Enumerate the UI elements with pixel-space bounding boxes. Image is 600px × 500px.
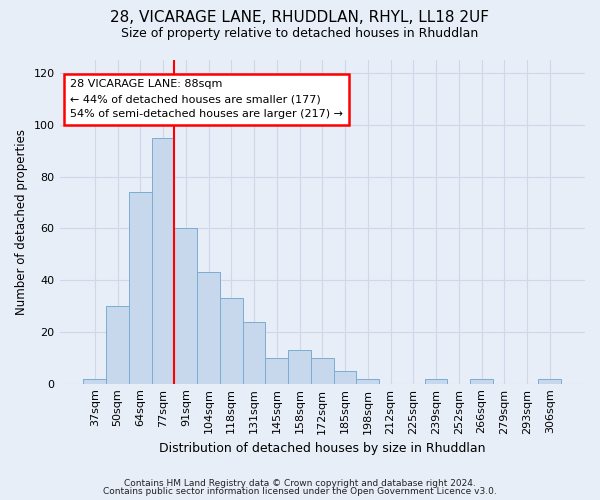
Text: 28 VICARAGE LANE: 88sqm
← 44% of detached houses are smaller (177)
54% of semi-d: 28 VICARAGE LANE: 88sqm ← 44% of detache… [70,80,343,119]
Bar [356,378,379,384]
Text: Size of property relative to detached houses in Rhuddlan: Size of property relative to detached ho… [121,28,479,40]
Bar [197,272,220,384]
Bar [129,192,152,384]
Y-axis label: Number of detached properties: Number of detached properties [15,129,28,315]
Bar [334,370,356,384]
Bar [106,306,129,384]
Bar [152,138,175,384]
Bar [83,378,106,384]
Bar [242,322,265,384]
Text: 28, VICARAGE LANE, RHUDDLAN, RHYL, LL18 2UF: 28, VICARAGE LANE, RHUDDLAN, RHYL, LL18 … [110,10,490,25]
Bar [470,378,493,384]
Bar [425,378,448,384]
Bar [288,350,311,384]
Text: Contains public sector information licensed under the Open Government Licence v3: Contains public sector information licen… [103,487,497,496]
X-axis label: Distribution of detached houses by size in Rhuddlan: Distribution of detached houses by size … [159,442,485,455]
Bar [538,378,561,384]
Bar [175,228,197,384]
Bar [265,358,288,384]
Bar [311,358,334,384]
Bar [220,298,242,384]
Text: Contains HM Land Registry data © Crown copyright and database right 2024.: Contains HM Land Registry data © Crown c… [124,478,476,488]
